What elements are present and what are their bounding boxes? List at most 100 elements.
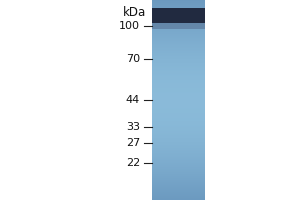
Bar	[152, 8, 205, 9]
Bar	[152, 90, 205, 91]
Bar	[152, 110, 205, 111]
Bar	[152, 147, 205, 148]
Bar	[152, 91, 205, 92]
Bar	[152, 29, 205, 30]
Bar	[152, 26, 205, 27]
Bar	[152, 5, 205, 6]
Bar	[152, 95, 205, 96]
Bar	[152, 157, 205, 158]
Bar	[152, 65, 205, 66]
Bar	[152, 166, 205, 167]
Bar	[152, 115, 205, 116]
Bar	[152, 87, 205, 88]
Bar	[152, 77, 205, 78]
Bar	[152, 101, 205, 102]
Bar	[152, 156, 205, 157]
Bar	[152, 161, 205, 162]
Bar	[152, 36, 205, 37]
Bar	[152, 60, 205, 61]
Bar	[152, 99, 205, 100]
Bar	[152, 188, 205, 189]
Bar	[152, 37, 205, 38]
Bar	[152, 9, 205, 10]
Bar	[152, 67, 205, 68]
Bar	[152, 100, 205, 101]
Bar	[152, 172, 205, 173]
Bar	[152, 198, 205, 199]
Bar	[152, 138, 205, 139]
Bar	[152, 82, 205, 83]
Bar	[152, 131, 205, 132]
Bar	[152, 70, 205, 71]
Bar	[152, 30, 205, 31]
Bar	[152, 18, 205, 19]
Bar	[152, 58, 205, 59]
Bar	[152, 189, 205, 190]
Bar	[152, 14, 205, 15]
Bar	[152, 89, 205, 90]
Bar	[152, 171, 205, 172]
Bar	[152, 142, 205, 143]
Bar	[152, 25, 205, 26]
Bar	[152, 7, 205, 8]
Bar	[152, 149, 205, 150]
Bar	[152, 140, 205, 141]
Bar	[152, 164, 205, 165]
Bar	[152, 197, 205, 198]
Bar	[152, 168, 205, 169]
Bar	[152, 75, 205, 76]
Bar	[152, 50, 205, 51]
Bar	[152, 74, 205, 75]
Bar	[152, 44, 205, 45]
Bar	[152, 62, 205, 63]
Bar	[152, 199, 205, 200]
Bar	[152, 146, 205, 147]
Bar	[152, 61, 205, 62]
Bar	[152, 12, 205, 13]
Bar	[152, 124, 205, 125]
Bar	[152, 183, 205, 184]
Bar	[152, 177, 205, 178]
Bar	[152, 175, 205, 176]
Bar	[152, 31, 205, 32]
Bar	[152, 79, 205, 80]
Bar	[152, 43, 205, 44]
Bar	[152, 45, 205, 46]
Bar	[152, 195, 205, 196]
Bar	[152, 170, 205, 171]
Bar	[152, 184, 205, 185]
Bar	[152, 52, 205, 53]
Bar	[152, 173, 205, 174]
Bar	[152, 81, 205, 82]
Bar	[152, 93, 205, 94]
Bar	[152, 53, 205, 54]
Bar	[152, 64, 205, 65]
Bar	[152, 186, 205, 187]
Bar	[152, 159, 205, 160]
Bar	[152, 85, 205, 86]
Bar	[152, 40, 205, 41]
Bar	[152, 117, 205, 118]
Bar	[152, 112, 205, 113]
Bar	[152, 13, 205, 14]
Text: 27: 27	[126, 138, 140, 148]
Text: kDa: kDa	[123, 5, 146, 19]
Bar	[152, 139, 205, 140]
Bar	[152, 174, 205, 175]
Bar	[152, 20, 205, 21]
Bar	[152, 190, 205, 191]
Bar	[152, 96, 205, 97]
Bar	[152, 86, 205, 87]
Bar	[152, 158, 205, 159]
Bar	[152, 179, 205, 180]
Bar	[152, 34, 205, 35]
Bar	[152, 35, 205, 36]
Bar	[152, 94, 205, 95]
Bar	[152, 47, 205, 48]
Bar	[152, 98, 205, 99]
Bar	[152, 121, 205, 122]
Bar	[152, 163, 205, 164]
Bar	[152, 185, 205, 186]
Bar	[152, 144, 205, 145]
Bar	[152, 143, 205, 144]
